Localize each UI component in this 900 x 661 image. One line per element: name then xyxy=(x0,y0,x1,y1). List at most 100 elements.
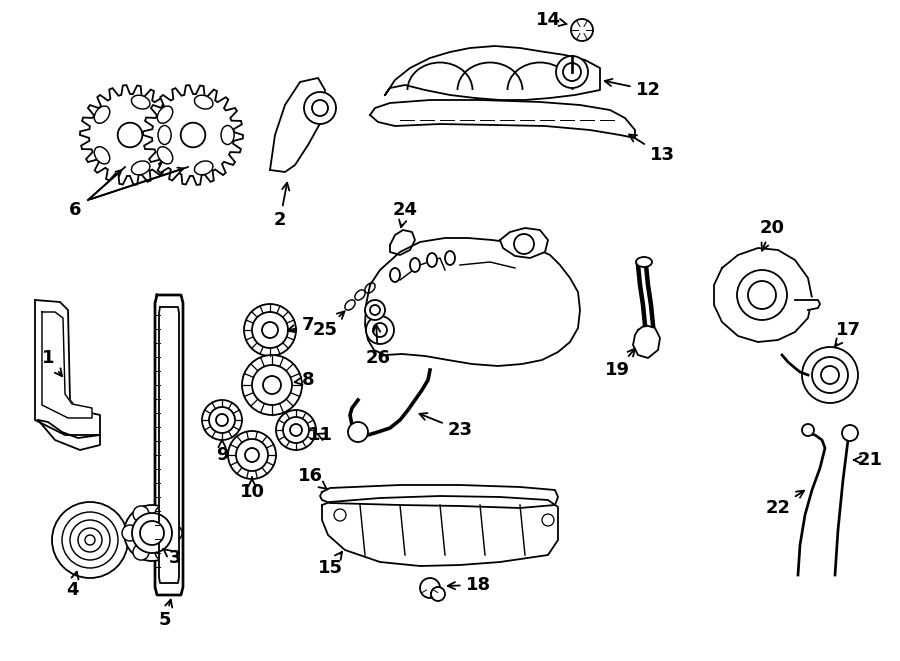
Text: 4: 4 xyxy=(66,572,78,599)
Text: 10: 10 xyxy=(239,477,265,501)
Polygon shape xyxy=(390,230,415,255)
Circle shape xyxy=(216,414,228,426)
Circle shape xyxy=(556,56,588,88)
Circle shape xyxy=(62,512,118,568)
Text: 5: 5 xyxy=(158,600,172,629)
Circle shape xyxy=(802,424,814,436)
Circle shape xyxy=(155,544,171,560)
Ellipse shape xyxy=(94,147,110,164)
Polygon shape xyxy=(159,307,179,583)
Text: 25: 25 xyxy=(312,311,345,339)
Circle shape xyxy=(748,281,776,309)
Circle shape xyxy=(122,525,138,541)
Circle shape xyxy=(571,19,593,41)
Circle shape xyxy=(209,407,235,433)
Circle shape xyxy=(431,587,445,601)
Circle shape xyxy=(373,323,387,337)
Circle shape xyxy=(312,100,328,116)
Circle shape xyxy=(366,316,394,344)
Circle shape xyxy=(70,520,110,560)
Circle shape xyxy=(245,448,259,462)
Text: 7: 7 xyxy=(288,316,314,334)
Circle shape xyxy=(365,300,385,320)
Text: 16: 16 xyxy=(298,467,328,490)
Text: 11: 11 xyxy=(308,426,332,444)
Circle shape xyxy=(563,63,581,81)
Circle shape xyxy=(514,234,534,254)
Ellipse shape xyxy=(158,147,173,164)
Polygon shape xyxy=(38,420,100,450)
Ellipse shape xyxy=(427,253,437,267)
Circle shape xyxy=(228,431,276,479)
Polygon shape xyxy=(35,300,100,435)
Ellipse shape xyxy=(131,161,150,175)
Ellipse shape xyxy=(194,161,213,175)
Circle shape xyxy=(420,578,440,598)
Circle shape xyxy=(236,439,268,471)
Polygon shape xyxy=(714,248,812,342)
Polygon shape xyxy=(80,85,180,185)
Ellipse shape xyxy=(194,95,213,109)
Text: 26: 26 xyxy=(365,325,391,367)
Polygon shape xyxy=(322,496,558,566)
Text: 17: 17 xyxy=(835,321,860,346)
Polygon shape xyxy=(795,298,818,310)
Ellipse shape xyxy=(390,268,400,282)
Text: 13: 13 xyxy=(629,135,674,164)
Polygon shape xyxy=(365,238,580,366)
Ellipse shape xyxy=(158,106,173,124)
Polygon shape xyxy=(633,325,660,358)
Circle shape xyxy=(242,355,302,415)
Circle shape xyxy=(155,506,171,522)
Text: 1: 1 xyxy=(41,349,62,376)
Ellipse shape xyxy=(364,283,375,293)
Circle shape xyxy=(370,305,380,315)
Polygon shape xyxy=(270,78,325,172)
Circle shape xyxy=(821,366,839,384)
Circle shape xyxy=(842,425,858,441)
Ellipse shape xyxy=(355,290,365,300)
Circle shape xyxy=(737,270,787,320)
Text: 12: 12 xyxy=(605,79,661,99)
Circle shape xyxy=(290,424,302,436)
Circle shape xyxy=(181,123,205,147)
Circle shape xyxy=(802,347,858,403)
Circle shape xyxy=(85,535,95,545)
Polygon shape xyxy=(385,46,600,100)
Circle shape xyxy=(263,376,281,394)
Text: 18: 18 xyxy=(448,576,490,594)
Circle shape xyxy=(542,514,554,526)
Circle shape xyxy=(202,400,242,440)
Circle shape xyxy=(133,506,149,522)
Polygon shape xyxy=(500,228,548,258)
Text: 9: 9 xyxy=(216,440,229,464)
Ellipse shape xyxy=(131,95,150,109)
Ellipse shape xyxy=(221,126,234,145)
Text: 6: 6 xyxy=(68,201,81,219)
Text: 15: 15 xyxy=(318,552,343,577)
Text: 19: 19 xyxy=(605,348,634,379)
Text: 22: 22 xyxy=(766,490,804,517)
Circle shape xyxy=(262,322,278,338)
Text: 20: 20 xyxy=(760,219,785,251)
Circle shape xyxy=(78,528,102,552)
Text: 21: 21 xyxy=(854,451,883,469)
Polygon shape xyxy=(320,485,558,508)
Polygon shape xyxy=(370,100,635,138)
Text: 24: 24 xyxy=(392,201,418,227)
Ellipse shape xyxy=(94,106,110,124)
Ellipse shape xyxy=(445,251,455,265)
Circle shape xyxy=(252,312,288,348)
Circle shape xyxy=(166,525,182,541)
Ellipse shape xyxy=(158,126,171,145)
Ellipse shape xyxy=(345,300,356,310)
Circle shape xyxy=(132,513,172,553)
Polygon shape xyxy=(155,295,183,595)
Text: 3: 3 xyxy=(163,549,181,567)
Text: 23: 23 xyxy=(419,413,472,439)
Text: 8: 8 xyxy=(294,371,314,389)
Text: 14: 14 xyxy=(536,11,567,29)
Circle shape xyxy=(244,304,296,356)
Polygon shape xyxy=(143,85,243,185)
Circle shape xyxy=(124,505,180,561)
